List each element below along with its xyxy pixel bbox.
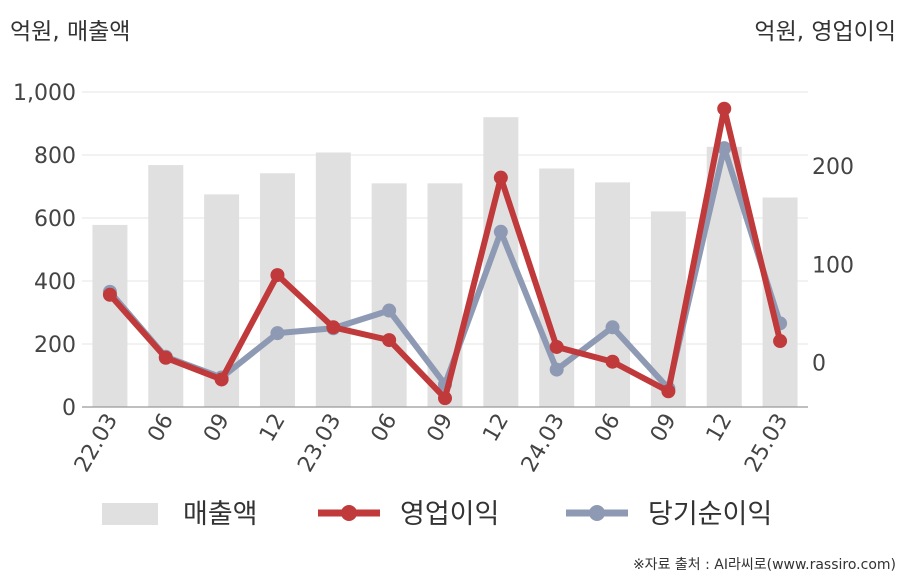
right-axis-ticks: 0 100 200 [812,155,854,377]
legend: 매출액 영업이익 당기순이익 [102,499,772,530]
operating-profit-point [605,354,620,369]
net-income-point [270,326,285,341]
left-axis-tick-label: 1,000 [13,81,76,106]
line-series [102,101,788,406]
revenue-bar [315,152,351,407]
operating-profit-point [773,334,788,349]
operating-profit-point [438,391,452,406]
operating-profit-point [270,268,285,283]
legend-label-revenue: 매출액 [183,499,258,530]
left-axis-tick-label: 0 [62,396,76,421]
source-credit: ※자료 출처 : AI라씨로(www.rassiro.com) [632,557,896,573]
operating-profit-point [661,384,676,399]
right-axis-unit-label: 억원, 영업이익 [754,19,896,45]
revenue-bar [92,224,128,407]
operating-profit-point [382,333,397,348]
legend-marker-net-income [589,505,605,521]
x-axis-tick-label: 09 [199,410,235,447]
legend-label-operating-profit: 영업이익 [400,499,499,530]
right-axis-tick-label: 100 [812,253,854,278]
revenue-bar [427,183,463,407]
operating-profit-point [549,339,564,354]
x-axis-tick-label: 12 [702,410,738,447]
right-axis-tick-label: 0 [812,352,826,377]
net-income-point [605,320,620,335]
left-axis-tick-label: 800 [34,144,76,169]
x-axis-tick-label: 25.03 [740,410,793,477]
revenue-bar [371,183,407,407]
x-axis-tick-label: 06 [143,410,179,447]
x-axis-tick-label: 23.03 [293,410,346,477]
revenue-bar [259,173,295,407]
left-axis-tick-label: 400 [34,270,76,295]
x-axis-tick-label: 12 [255,410,291,447]
x-axis-ticks: 22.03 06 09 12 23.03 06 09 12 24.03 06 09 12 25.03 [70,410,793,477]
legend-swatch-revenue [102,503,158,525]
net-income-point [382,303,397,318]
left-axis-ticks: 0 200 400 600 800 1,000 [13,81,76,421]
operating-profit-point [493,170,508,185]
x-axis-tick-label: 06 [367,410,403,447]
net-income-point [549,362,564,377]
operating-profit-point [326,320,341,335]
left-axis-unit-label: 억원, 매출액 [10,19,131,45]
legend-marker-operating-profit [341,505,357,521]
x-axis-tick-label: 24.03 [517,410,570,477]
right-axis-tick-label: 200 [812,155,854,180]
x-axis-tick-label: 06 [590,410,626,447]
operating-profit-point [102,287,117,302]
x-axis-tick-label: 22.03 [70,410,123,477]
operating-profit-point [158,350,173,365]
legend-label-net-income: 당기순이익 [648,499,772,530]
net-income-point [493,224,508,239]
x-axis-tick-label: 12 [478,410,514,447]
revenue-bar [148,165,184,407]
x-axis-tick-label: 09 [646,410,682,447]
left-axis-tick-label: 600 [34,207,76,232]
net-income-point [717,141,732,156]
left-axis-tick-label: 200 [34,333,76,358]
operating-profit-point [214,372,229,387]
x-axis-tick-label: 09 [423,410,459,447]
revenue-bar [595,182,631,407]
operating-profit-point [717,101,732,116]
